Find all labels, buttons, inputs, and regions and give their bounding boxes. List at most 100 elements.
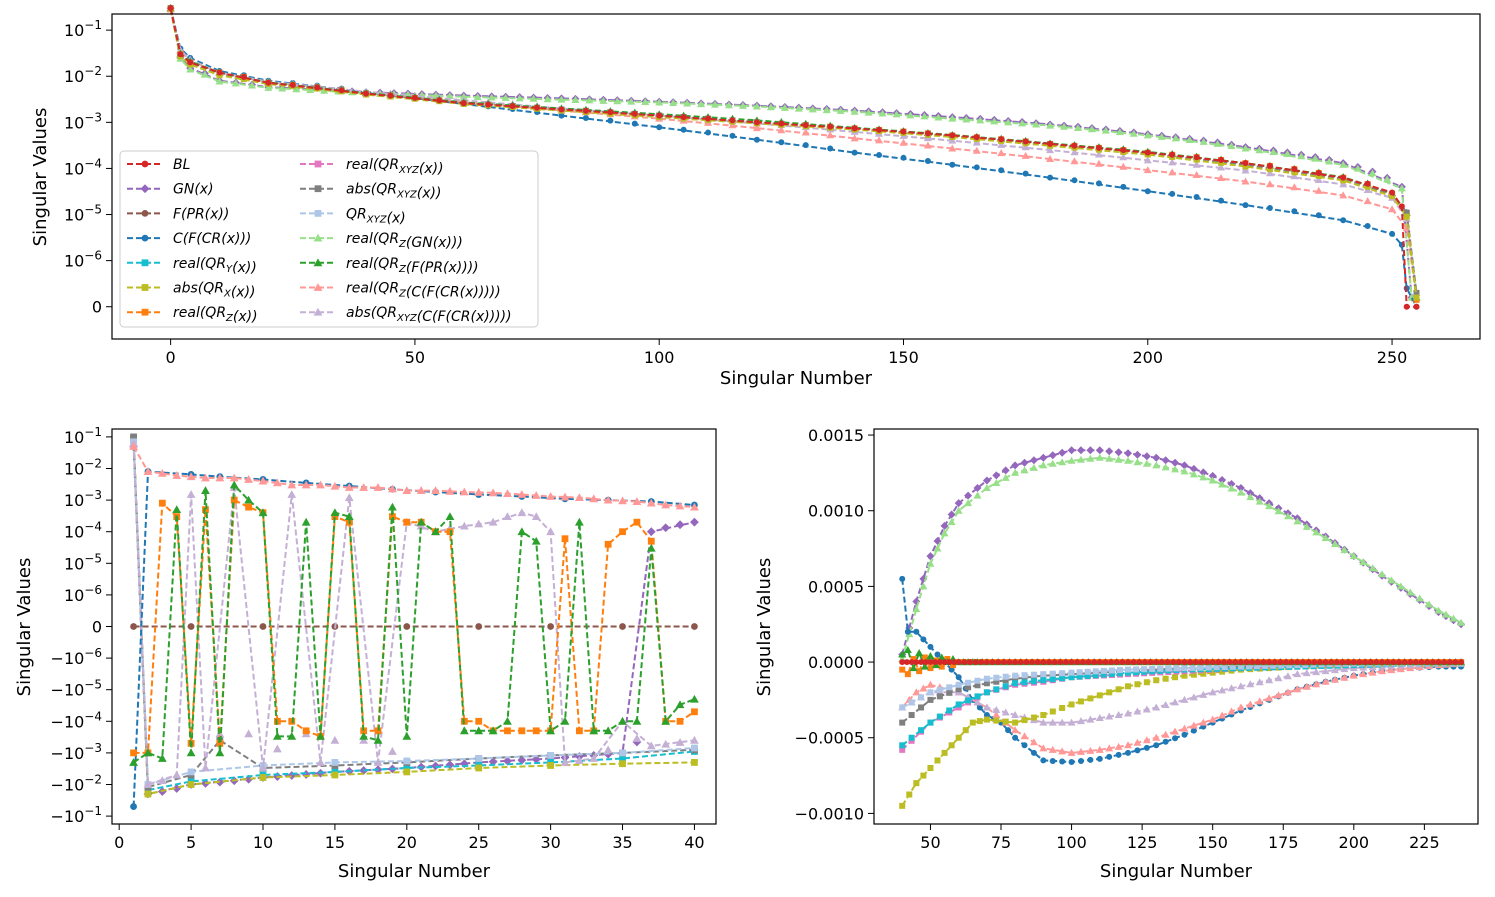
top-point-absQRXYZCFCR-40 xyxy=(1119,153,1128,161)
bottom-right-point-BL-37 xyxy=(1096,659,1103,666)
bottom-left-ytick-label-2: −10−3 xyxy=(51,741,102,763)
bottom-right-point-QRZCFCR-41 xyxy=(1274,691,1283,699)
bottom-right-point-BL-98 xyxy=(1441,659,1448,666)
top-point-BL-51 xyxy=(1389,189,1396,196)
bottom-right-point-BL-15 xyxy=(972,659,979,666)
top-point-QRZGN-9 xyxy=(292,85,301,93)
bottom-right-point-QRZCFCR-32 xyxy=(1189,721,1198,729)
bottom-right-point-BL-49 xyxy=(1164,659,1171,666)
bottom-right-point-QRZCFCR-53 xyxy=(1387,666,1396,674)
bottom-right-point-QRZCFCR-15 xyxy=(1029,738,1038,746)
bottom-left-point-QRZFPR-39 xyxy=(690,694,699,703)
bottom-right-point-absQRXYZ-5 xyxy=(946,689,953,696)
top-point-CFCR-47 xyxy=(1291,208,1298,215)
bottom-right-point-QRXYZplain-11 xyxy=(1002,673,1009,680)
bottom-right-point-BL-53 xyxy=(1187,659,1194,666)
bottom-right-point-BL-4 xyxy=(918,659,925,666)
legend-marker-BL xyxy=(141,160,149,168)
bottom-right-point-QRXYZplain-46 xyxy=(1294,662,1301,669)
top-point-CFCR-43 xyxy=(1193,194,1200,201)
bottom-right-point-CFCR-18 xyxy=(1030,749,1037,756)
bottom-right-point-BL-46 xyxy=(1147,659,1154,666)
legend-marker-GN xyxy=(140,184,150,194)
bottom-right-point-QRZGN-24 xyxy=(1105,454,1114,462)
bottom-left-point-QRZFPR-36 xyxy=(646,543,656,552)
legend-marker-QRX xyxy=(141,284,149,291)
top-point-BL-42 xyxy=(1169,151,1176,158)
bottom-left-point-absQRXYZCFCR-27 xyxy=(517,508,527,517)
bottom-left-point-QRX-9 xyxy=(691,759,698,766)
top-point-QRZGN-65 xyxy=(1073,123,1082,131)
bottom-right-point-CFCR-32 xyxy=(1162,738,1169,745)
top-point-QRZCFCR-46 xyxy=(1265,180,1274,188)
bottom-left-point-QRZFPR-13 xyxy=(316,731,325,740)
top-point-BL-5 xyxy=(265,79,272,86)
bottom-right-point-CFCR-25 xyxy=(1096,755,1103,762)
bottom-right-point-QRXYZplain-18 xyxy=(1068,669,1075,676)
bottom-right-point-BL-56 xyxy=(1204,659,1211,666)
bottom-right-line-QRXYZplain xyxy=(901,662,1462,709)
bottom-left-xtick-label-2: 10 xyxy=(253,833,273,852)
bottom-left-point-absQRXYZCFCR-6 xyxy=(215,729,225,738)
bottom-right-point-BL-69 xyxy=(1277,659,1284,666)
bottom-right-point-QRXYZplain-1 xyxy=(908,699,915,706)
bottom-right-point-BL-78 xyxy=(1328,659,1335,666)
bottom-left-point-absQRXYZCFCR-11 xyxy=(287,490,297,498)
bottom-right-point-absQRXYZ-4 xyxy=(936,693,943,700)
top-point-QRZGN-49 xyxy=(850,107,859,115)
bottom-right-point-QRZ-5 xyxy=(927,665,934,672)
bottom-left-point-QRZFPR-18 xyxy=(388,502,397,511)
legend-marker-CFCR xyxy=(141,234,149,242)
bottom-right-point-CFCR-3 xyxy=(920,636,927,643)
bottom-right-point-QRZCFCR-23 xyxy=(1105,744,1114,752)
bottom-right-point-CFCR-2 xyxy=(913,628,920,635)
top-point-QRZGN-46 xyxy=(808,105,817,113)
bottom-right-point-QRZGN-23 xyxy=(1095,453,1104,461)
bottom-right-point-QRZGN-12 xyxy=(992,478,1001,486)
bottom-right-point-QRZCFCR-22 xyxy=(1095,745,1104,753)
top-point-QRZGN-25 xyxy=(515,94,524,102)
bottom-right-point-absQRXYZCFCR-22 xyxy=(1105,712,1114,720)
legend-label-QRZCFCR: real(QRZ(C(F(CR(x))))) xyxy=(346,281,501,301)
bottom-right-point-GN-4 xyxy=(926,552,935,561)
bottom-right-point-QRZFPR-3 xyxy=(915,648,924,656)
bottom-left-point-QRZFPR-38 xyxy=(675,700,685,709)
bottom-right-point-QRXYZplain-25 xyxy=(1125,666,1132,673)
bottom-right-point-BL-1 xyxy=(903,659,910,666)
legend-marker-QRXYZ xyxy=(314,160,322,168)
bottom-left-chart: 0 5 10 15 20 25 30 35 40 −10−1 −10−2 −10−3 −10−4 −10… xyxy=(14,425,717,882)
bottom-left-xtick-label-4: 20 xyxy=(397,833,417,852)
bottom-left-point-QRZFPR-31 xyxy=(574,517,584,526)
legend-label-absQRXYZCFCR: abs(QRXYZ(C(F(CR(x))))) xyxy=(346,305,512,325)
bottom-left-line-QRZFPR xyxy=(133,482,695,764)
bottom-right-xtick-label-7: 225 xyxy=(1409,833,1440,852)
top-point-absQRXYZCFCR-35 xyxy=(997,140,1006,148)
bottom-right-point-QRXYZplain-39 xyxy=(1237,663,1244,670)
bottom-right-point-GN-39 xyxy=(1246,489,1255,498)
bottom-right-point-GN-15 xyxy=(1020,458,1029,467)
bottom-right-point-QRXYZplain-44 xyxy=(1278,662,1285,669)
bottom-right-point-GN-17 xyxy=(1039,453,1048,462)
legend-entry-QRXYZ: real(QRXYZ(x)) xyxy=(300,157,444,177)
bottom-right-point-QRZCFCR-46 xyxy=(1321,677,1330,685)
top-point-CFCR-35 xyxy=(998,167,1005,174)
bottom-left-point-QRX-6 xyxy=(475,764,483,772)
bottom-left-point-QRZFPR-30 xyxy=(560,716,570,725)
bottom-right-point-GN-8 xyxy=(954,499,963,508)
bottom-right-point-absQRXYZCFCR-31 xyxy=(1189,693,1198,701)
top-point-QRZGN-52 xyxy=(892,110,901,118)
bottom-right-point-GN-36 xyxy=(1218,475,1227,484)
bottom-left-ytick-label-3: −10−4 xyxy=(51,709,102,731)
legend-label-absQRXYZ: abs(QRXYZ(x)) xyxy=(346,182,441,202)
bottom-right-point-absQRXYZCFCR-43 xyxy=(1302,669,1311,677)
bottom-right-point-GN-22 xyxy=(1086,446,1095,455)
top-point-QRZGN-85 xyxy=(1353,164,1362,172)
top-point-QRZGN-84 xyxy=(1339,160,1348,168)
top-point-BL-54 xyxy=(1413,303,1420,310)
top-point-CFCR-51 xyxy=(1389,230,1396,237)
bottom-left-point-QRZ-6 xyxy=(216,739,224,747)
legend-entry-QRX: abs(QRX(x)) xyxy=(127,281,256,301)
top-point-QRZCFCR-45 xyxy=(1241,177,1250,185)
bottom-left-point-QRZFPR-28 xyxy=(531,536,541,545)
top-point-QRZGN-53 xyxy=(906,111,915,119)
